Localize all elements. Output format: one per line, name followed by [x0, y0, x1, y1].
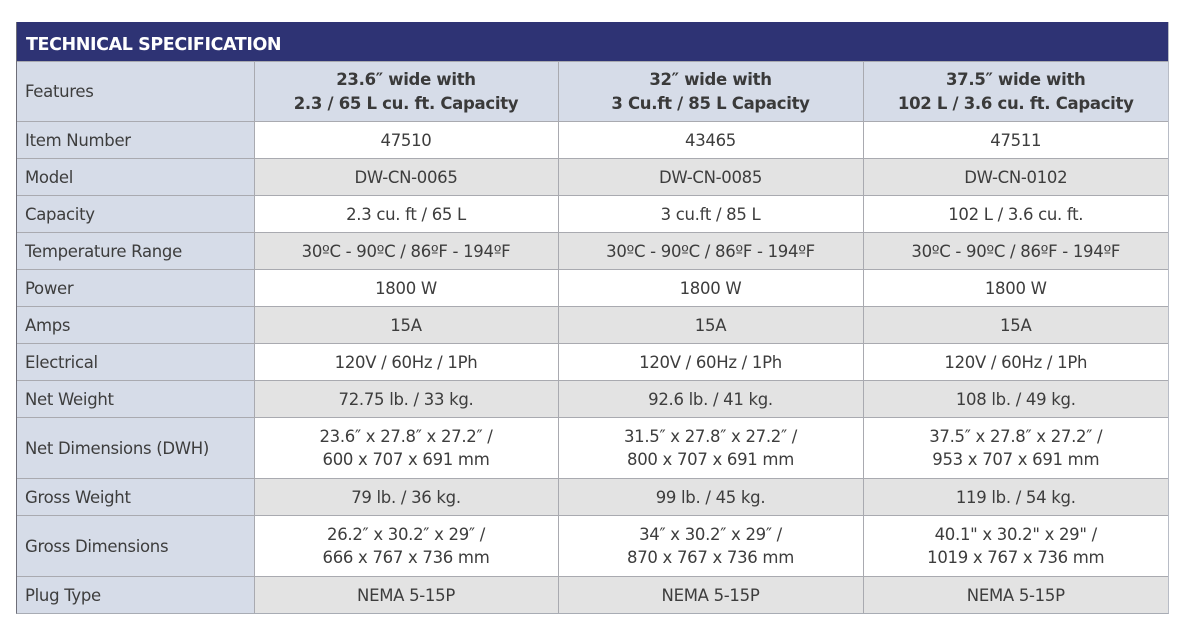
cell-value: 119 lb. / 54 kg. [862, 478, 1168, 516]
column-header-2-line2: 3 Cu.ft / 85 L Capacity [611, 93, 810, 113]
spec-grid: Features 23.6″ wide with 2.3 / 65 L cu. … [17, 61, 1168, 613]
cell-line: 34″ x 30.2″ x 29″ / [639, 525, 782, 544]
row-label: Capacity [17, 195, 254, 233]
features-header-row: Features 23.6″ wide with 2.3 / 65 L cu. … [17, 61, 1168, 122]
column-header-1: 23.6″ wide with 2.3 / 65 L cu. ft. Capac… [253, 61, 558, 122]
column-header-2: 32″ wide with 3 Cu.ft / 85 L Capacity [557, 61, 863, 122]
cell-value: 102 L / 3.6 cu. ft. [862, 195, 1168, 233]
row-label: Amps [17, 306, 254, 344]
row-label: Gross Weight [17, 478, 254, 516]
features-label: Features [17, 61, 254, 122]
cell-value: DW-CN-0065 [253, 158, 558, 196]
cell-value: 47510 [253, 121, 558, 159]
cell-value: 47511 [862, 121, 1168, 159]
cell-line: 800 x 707 x 691 mm [627, 450, 794, 469]
cell-value: 37.5″ x 27.8″ x 27.2″ / 953 x 707 x 691 … [862, 417, 1168, 479]
column-header-3-line2: 102 L / 3.6 cu. ft. Capacity [897, 93, 1134, 113]
cell-value: 1800 W [862, 269, 1168, 307]
cell-line: 870 x 767 x 736 mm [627, 548, 794, 567]
cell-value: 72.75 lb. / 33 kg. [253, 380, 558, 418]
row-model: Model DW-CN-0065 DW-CN-0085 DW-CN-0102 [17, 158, 1168, 196]
cell-value: 23.6″ x 27.8″ x 27.2″ / 600 x 707 x 691 … [253, 417, 558, 479]
cell-value: 79 lb. / 36 kg. [253, 478, 558, 516]
cell-value: DW-CN-0085 [557, 158, 863, 196]
cell-value: NEMA 5-15P [557, 576, 863, 613]
cell-value: NEMA 5-15P [253, 576, 558, 613]
cell-line: 1019 x 767 x 736 mm [927, 548, 1105, 567]
row-label: Power [17, 269, 254, 307]
cell-value: 1800 W [557, 269, 863, 307]
cell-value: 2.3 cu. ft / 65 L [253, 195, 558, 233]
cell-value: DW-CN-0102 [862, 158, 1168, 196]
row-label: Plug Type [17, 576, 254, 613]
row-net-dimensions: Net Dimensions (DWH) 23.6″ x 27.8″ x 27.… [17, 417, 1168, 479]
column-header-1-line1: 23.6″ wide with [336, 69, 476, 89]
column-header-1-line2: 2.3 / 65 L cu. ft. Capacity [293, 93, 519, 113]
cell-value: 92.6 lb. / 41 kg. [557, 380, 863, 418]
cell-value: 15A [557, 306, 863, 344]
technical-specification-table: TECHNICAL SPECIFICATION Features 23.6″ w… [16, 22, 1169, 614]
row-label: Item Number [17, 121, 254, 159]
cell-line: 40.1" x 30.2" x 29" / [934, 525, 1098, 544]
cell-value: NEMA 5-15P [862, 576, 1168, 613]
row-temperature-range: Temperature Range 30ºC - 90ºC / 86ºF - 1… [17, 232, 1168, 270]
row-label: Gross Dimensions [17, 515, 254, 577]
row-label: Temperature Range [17, 232, 254, 270]
cell-value: 3 cu.ft / 85 L [557, 195, 863, 233]
cell-line: 23.6″ x 27.8″ x 27.2″ / [319, 427, 493, 446]
cell-value: 30ºC - 90ºC / 86ºF - 194ºF [557, 232, 863, 270]
row-gross-dimensions: Gross Dimensions 26.2″ x 30.2″ x 29″ / 6… [17, 515, 1168, 577]
column-header-3-line1: 37.5″ wide with [945, 69, 1086, 89]
row-amps: Amps 15A 15A 15A [17, 306, 1168, 344]
cell-value: 30ºC - 90ºC / 86ºF - 194ºF [253, 232, 558, 270]
cell-value: 120V / 60Hz / 1Ph [862, 343, 1168, 381]
cell-value: 99 lb. / 45 kg. [557, 478, 863, 516]
row-capacity: Capacity 2.3 cu. ft / 65 L 3 cu.ft / 85 … [17, 195, 1168, 233]
row-label: Net Dimensions (DWH) [17, 417, 254, 479]
cell-value: 43465 [557, 121, 863, 159]
cell-value: 120V / 60Hz / 1Ph [253, 343, 558, 381]
cell-line: 600 x 707 x 691 mm [322, 450, 490, 469]
cell-line: 953 x 707 x 691 mm [932, 450, 1100, 469]
row-electrical: Electrical 120V / 60Hz / 1Ph 120V / 60Hz… [17, 343, 1168, 381]
row-power: Power 1800 W 1800 W 1800 W [17, 269, 1168, 307]
cell-value: 15A [253, 306, 558, 344]
cell-line: 37.5″ x 27.8″ x 27.2″ / [929, 427, 1103, 446]
row-label: Net Weight [17, 380, 254, 418]
cell-value: 31.5″ x 27.8″ x 27.2″ / 800 x 707 x 691 … [557, 417, 863, 479]
cell-value: 120V / 60Hz / 1Ph [557, 343, 863, 381]
row-gross-weight: Gross Weight 79 lb. / 36 kg. 99 lb. / 45… [17, 478, 1168, 516]
cell-value: 108 lb. / 49 kg. [862, 380, 1168, 418]
cell-value: 1800 W [253, 269, 558, 307]
row-net-weight: Net Weight 72.75 lb. / 33 kg. 92.6 lb. /… [17, 380, 1168, 418]
cell-value: 26.2″ x 30.2″ x 29″ / 666 x 767 x 736 mm [253, 515, 558, 577]
row-item-number: Item Number 47510 43465 47511 [17, 121, 1168, 159]
cell-value: 30ºC - 90ºC / 86ºF - 194ºF [862, 232, 1168, 270]
column-header-3: 37.5″ wide with 102 L / 3.6 cu. ft. Capa… [862, 61, 1168, 122]
cell-line: 26.2″ x 30.2″ x 29″ / [327, 525, 485, 544]
cell-line: 666 x 767 x 736 mm [322, 548, 490, 567]
table-title: TECHNICAL SPECIFICATION [17, 22, 1168, 61]
column-header-2-line1: 32″ wide with [649, 69, 772, 89]
cell-value: 15A [862, 306, 1168, 344]
cell-value: 40.1" x 30.2" x 29" / 1019 x 767 x 736 m… [862, 515, 1168, 577]
row-plug-type: Plug Type NEMA 5-15P NEMA 5-15P NEMA 5-1… [17, 576, 1168, 613]
cell-line: 31.5″ x 27.8″ x 27.2″ / [623, 427, 798, 446]
cell-value: 34″ x 30.2″ x 29″ / 870 x 767 x 736 mm [557, 515, 863, 577]
row-label: Model [17, 158, 254, 196]
row-label: Electrical [17, 343, 254, 381]
